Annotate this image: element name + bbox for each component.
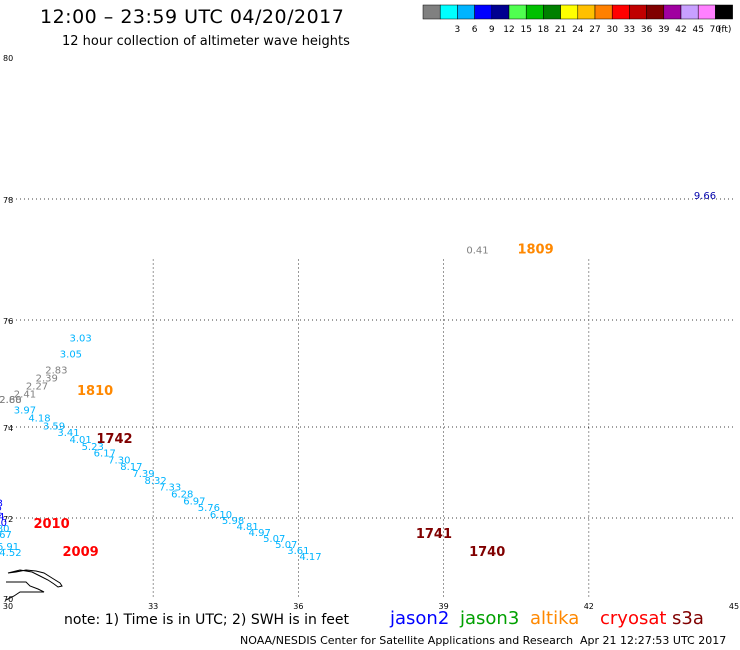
wave-height-point: 9.30 xyxy=(0,518,7,529)
y-tick-label: 80 xyxy=(3,54,13,63)
scale-tick-label: 70 xyxy=(710,25,722,35)
wave-height-point: 10.63 xyxy=(0,499,3,510)
scale-tick-label: 6 xyxy=(472,25,478,35)
coastline xyxy=(5,569,63,601)
scale-tick-label: 3 xyxy=(455,25,461,35)
wave-height-point: 8.17 xyxy=(120,462,142,473)
wave-height-point: 4.01 xyxy=(69,435,91,446)
mission-legend-item: s3a xyxy=(672,608,704,629)
wave-height-point: 2.83 xyxy=(45,366,67,377)
footer-note: note: 1) Time is in UTC; 2) SWH is in fe… xyxy=(64,612,350,628)
wave-height-point: 2.60 xyxy=(0,395,22,406)
wave-height-point: 5.07 xyxy=(275,540,297,551)
wave-height-point: 9.66 xyxy=(694,191,716,202)
scale-tick-label: 36 xyxy=(641,25,653,35)
pass-time-label: 2010 xyxy=(33,517,69,532)
x-tick-label: 36 xyxy=(293,602,303,611)
wave-height-point: 5.23 xyxy=(82,442,104,453)
wave-height-point: 7.67 xyxy=(0,530,12,541)
scale-swatch xyxy=(715,4,733,20)
wave-height-point: 2.27 xyxy=(26,382,48,393)
wave-height-point: 4.81 xyxy=(236,522,258,533)
credit-text: NOAA/NESDIS Center for Satellite Applica… xyxy=(240,634,574,647)
x-tick-label: 30 xyxy=(3,602,13,611)
wave-height-point: 2.39 xyxy=(36,374,58,385)
wave-height-point: 6.17 xyxy=(94,449,116,460)
scale-tick-label: 39 xyxy=(658,25,670,35)
x-tick-label: 45 xyxy=(729,602,739,611)
wave-height-point: 4.97 xyxy=(249,528,271,539)
chart-subtitle: 12 hour collection of altimeter wave hei… xyxy=(62,34,350,49)
wave-height-point: 3.03 xyxy=(69,333,91,344)
pass-time-label: 1809 xyxy=(517,242,553,257)
wave-height-point: 7.33 xyxy=(159,483,181,494)
wave-height-point: 7.30 xyxy=(108,455,130,466)
mission-legend-item: altika xyxy=(530,608,580,629)
mission-legend-item: jason2 xyxy=(390,608,450,629)
wave-height-point: 7.80 xyxy=(0,524,9,535)
wave-height-point: 3.97 xyxy=(14,406,36,417)
y-tick-label: 72 xyxy=(3,515,13,524)
wave-height-point: 6.91 xyxy=(0,542,19,553)
wave-height-point: 8.32 xyxy=(144,476,166,487)
scale-tick-label: 12 xyxy=(503,25,514,35)
scale-tick-label: 9 xyxy=(489,25,495,35)
scale-unit: (ft) xyxy=(718,25,732,35)
wave-height-point: 6.28 xyxy=(171,490,193,501)
wave-height-point: 6.10 xyxy=(210,510,232,521)
wave-height-point: 5.98 xyxy=(222,516,244,527)
wave-height-point: 2.41 xyxy=(14,390,36,401)
y-tick-label: 74 xyxy=(3,424,13,433)
scale-tick-label: 15 xyxy=(520,25,531,35)
timestamp-text: Apr 21 12:27:53 UTC 2017 xyxy=(580,634,727,647)
scale-tick-label: 18 xyxy=(538,25,550,35)
wave-height-point: 4.18 xyxy=(28,414,50,425)
wave-height-point: 5.07 xyxy=(263,534,285,545)
chart-title: 12:00 – 23:59 UTC 04/20/2017 xyxy=(40,6,345,28)
mission-legend-item: jason3 xyxy=(460,608,520,629)
scale-tick-label: 42 xyxy=(675,25,686,35)
color-scale-legend: 3 6 9 12 15 18 21 24 27 30 33 36 39 42 45 70(ft) xyxy=(422,4,733,35)
wave-height-point: 4.17 xyxy=(299,552,321,563)
wave-height-point: 6.97 xyxy=(183,496,205,507)
scale-tick-label: 24 xyxy=(572,25,584,35)
pass-time-label: 1740 xyxy=(469,545,505,560)
pass-time-label: 2009 xyxy=(63,545,99,560)
mission-legend-item: cryosat xyxy=(600,608,667,629)
x-tick-label: 39 xyxy=(439,602,449,611)
wave-height-point: 3.61 xyxy=(287,546,309,557)
wave-height-point: 5.76 xyxy=(198,503,220,514)
scale-tick-label: 45 xyxy=(692,25,703,35)
wave-height-point: 7.39 xyxy=(132,469,154,480)
x-tick-label: 33 xyxy=(148,602,158,611)
wave-height-point: 9.42 xyxy=(0,505,2,516)
scale-tick-label: 33 xyxy=(624,25,635,35)
scale-tick-label: 27 xyxy=(589,25,600,35)
pass-time-label: 1742 xyxy=(96,432,132,447)
pass-time-label: 1810 xyxy=(77,384,113,399)
wave-height-point: 3.41 xyxy=(57,428,79,439)
wave-height-point: 9.74 xyxy=(0,512,5,523)
scale-tick-label: 21 xyxy=(555,25,566,35)
y-tick-label: 76 xyxy=(3,317,13,326)
wave-height-point: 0.41 xyxy=(466,245,488,256)
wave-height-point: 3.05 xyxy=(60,349,82,360)
wave-height-point: 2.88 xyxy=(0,395,22,406)
scale-tick-label: 30 xyxy=(606,25,618,35)
wave-height-point: 4.52 xyxy=(0,548,22,559)
y-tick-label: 78 xyxy=(3,196,13,205)
wave-height-point: 3.59 xyxy=(43,421,65,432)
x-tick-label: 42 xyxy=(584,602,594,611)
pass-time-label: 1741 xyxy=(416,527,452,542)
